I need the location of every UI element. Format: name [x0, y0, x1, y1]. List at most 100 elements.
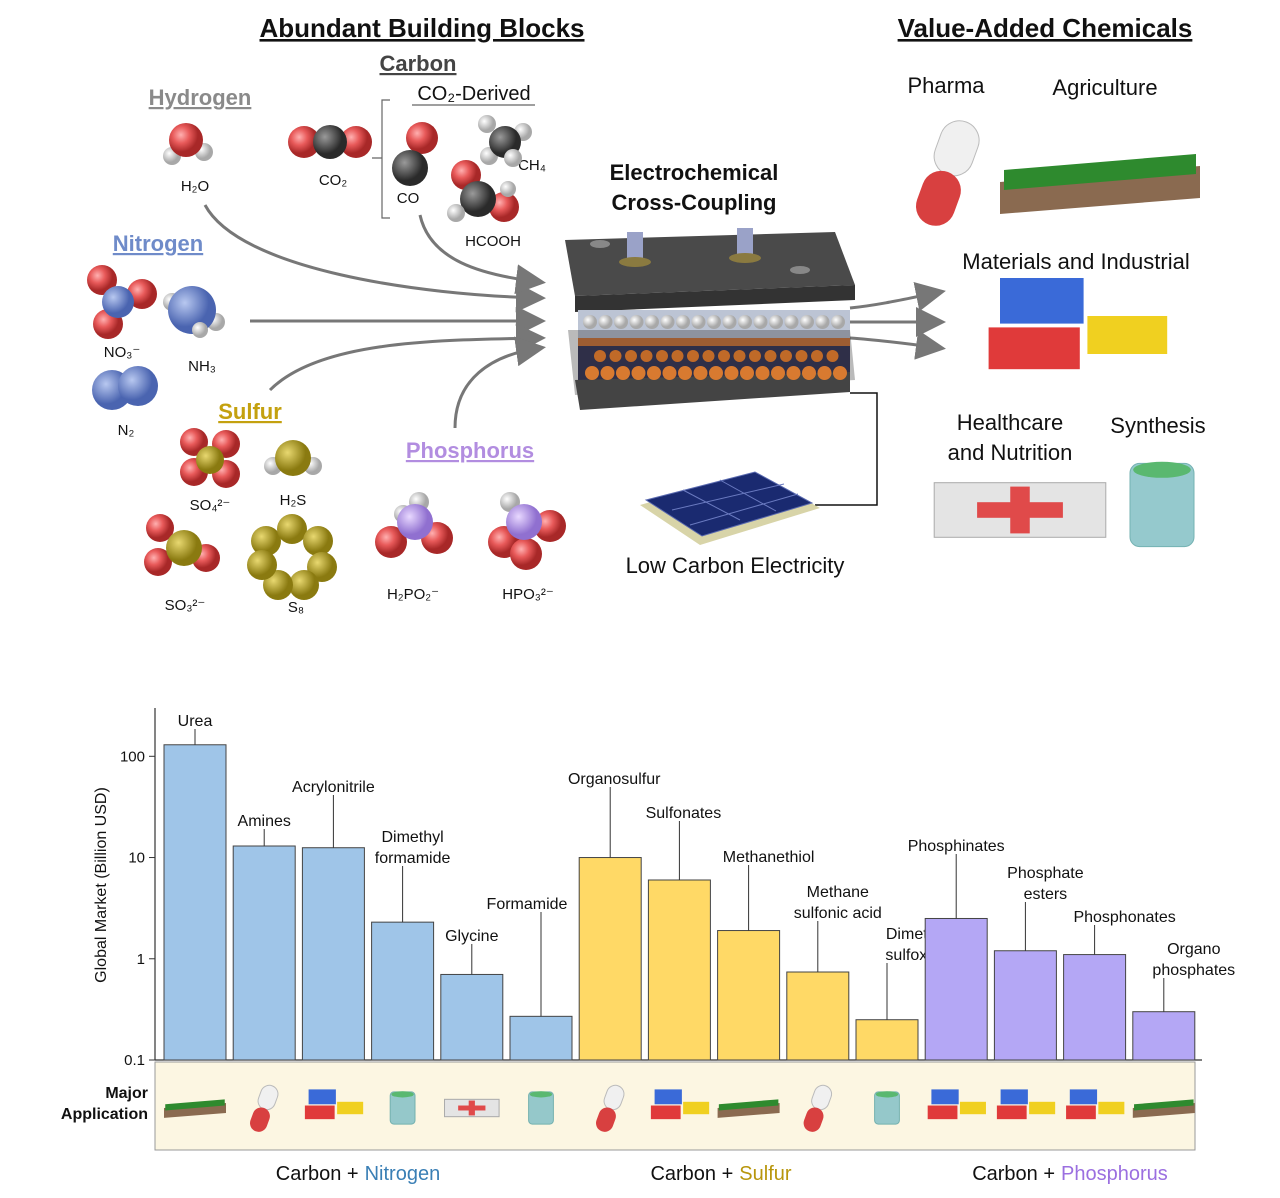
bar [855, 1019, 919, 1061]
atom [500, 181, 516, 197]
application-icon [650, 1089, 710, 1120]
molecule-label: N₂ [118, 422, 135, 439]
atom [168, 286, 216, 334]
atom [127, 279, 157, 309]
group-element: Phosphorus [1061, 1163, 1168, 1185]
bead [817, 366, 832, 380]
y-tick-label: 10 [128, 850, 145, 867]
bead [833, 366, 847, 380]
block [931, 1089, 959, 1105]
atom [247, 550, 277, 580]
group-prefix: Carbon + [972, 1163, 1055, 1185]
bead [616, 366, 630, 380]
category-label: Phosphinates [908, 838, 1005, 855]
application-icon [389, 1091, 416, 1125]
bar [163, 744, 227, 1061]
bar [301, 847, 365, 1061]
category-label: Methane sulfonic acid [794, 884, 882, 922]
block [1066, 1105, 1096, 1120]
block [959, 1101, 986, 1115]
bead [656, 350, 668, 362]
atom [375, 526, 407, 558]
block [927, 1105, 958, 1120]
bar [924, 917, 988, 1061]
group-element: Nitrogen [365, 1163, 441, 1185]
bead [671, 350, 684, 362]
molecule [488, 492, 566, 570]
molecule [163, 123, 213, 165]
bead [594, 350, 606, 362]
product-icons [915, 120, 1200, 548]
bead [724, 366, 739, 380]
molecule [447, 160, 519, 222]
atom [87, 265, 117, 295]
application-icon [528, 1091, 554, 1125]
bar [440, 973, 504, 1061]
bracket [372, 99, 535, 219]
input-arrows [203, 204, 546, 429]
cross [468, 1100, 475, 1116]
co2-derived-label: CO₂-Derived [417, 83, 530, 105]
bead [733, 350, 746, 362]
molecule-label: CH₄ [518, 157, 546, 174]
molecule-label: NO₃⁻ [104, 344, 141, 361]
bead [600, 366, 615, 380]
application-icon [1132, 1099, 1195, 1118]
text-line: phosphates [1152, 962, 1235, 979]
bead [647, 366, 661, 380]
text-line: sulfonic acid [794, 905, 882, 922]
bead [800, 315, 814, 329]
bead [585, 366, 599, 380]
application-label: Major Application [61, 1085, 148, 1123]
bead [614, 315, 628, 329]
atom [534, 510, 566, 542]
bead [811, 350, 823, 362]
element-label: Sulfur [218, 399, 282, 424]
bead [693, 366, 708, 380]
text-line: Phosphate [1007, 865, 1084, 882]
element-label: Hydrogen [149, 85, 252, 110]
atom [118, 366, 158, 406]
category-label: Phosphonates [1073, 909, 1175, 926]
liquid [1133, 461, 1191, 478]
bead [687, 350, 699, 362]
molecule-label: H₂S [280, 492, 307, 509]
category-label: Sulfonates [646, 805, 722, 822]
y-tick-label: 100 [120, 748, 145, 765]
bead [702, 350, 715, 362]
bead [784, 315, 799, 329]
molecule [247, 514, 337, 600]
element-label: Carbon [380, 51, 457, 76]
molecule [92, 366, 158, 410]
left-title: Abundant Building Blocks [260, 13, 585, 43]
atom [102, 286, 134, 318]
bar [717, 930, 781, 1061]
block [654, 1089, 682, 1105]
application-icon [250, 1084, 279, 1132]
bead [631, 366, 646, 380]
product-label: Agriculture [1052, 75, 1157, 100]
block [1000, 278, 1084, 324]
molecule [478, 115, 532, 167]
atom [406, 122, 438, 154]
block [1087, 316, 1168, 354]
bead [609, 350, 622, 362]
liquid [529, 1091, 553, 1098]
molecule-label: CO₂ [319, 172, 348, 189]
group-label: Carbon + Sulfur [650, 1163, 791, 1185]
text-line: Healthcare [957, 410, 1063, 435]
atom [489, 192, 519, 222]
category-label: Dimethyl formamide [375, 829, 451, 867]
bar [371, 921, 435, 1061]
atom [169, 123, 203, 157]
group-prefix: Carbon + [650, 1163, 733, 1185]
bead [738, 315, 752, 329]
molecule-label: HCOOH [465, 233, 521, 250]
bead [771, 366, 785, 380]
atom [196, 446, 224, 474]
group-label: Carbon + Nitrogen [276, 1163, 440, 1185]
molecule [288, 125, 372, 159]
bead [755, 366, 770, 380]
element-label: Nitrogen [113, 231, 203, 256]
